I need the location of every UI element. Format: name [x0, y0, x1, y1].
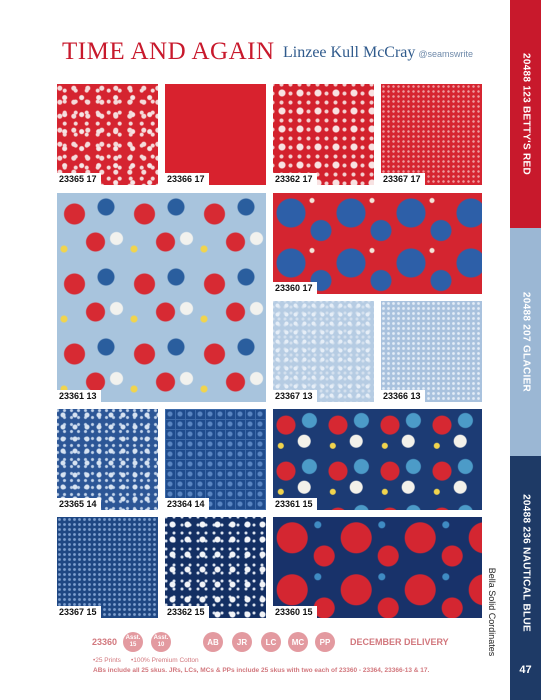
collection-code: 23360	[92, 637, 118, 647]
assortment-badge[interactable]: Asst. 15	[123, 632, 143, 652]
assortment-count: 10	[157, 642, 165, 648]
designer-name: Linzee Kull McCray @seamswrite	[283, 44, 473, 62]
fabric-swatch[interactable]: 23367 15	[57, 517, 158, 618]
fine-print: ABs include all 25 skus. JRs, LCs, MCs &…	[93, 667, 430, 674]
bella-solid-bar-nautical: 20488 236 NAUTICAL BLUE	[510, 456, 541, 700]
designer-label: Linzee Kull McCray	[283, 44, 416, 61]
swatch-code: 23361 13	[57, 390, 101, 402]
precut-pp[interactable]: PP	[315, 632, 335, 652]
bar-label: 20488 236 NAUTICAL BLUE	[520, 494, 531, 633]
fabric-swatch[interactable]: 23361 15	[273, 409, 482, 510]
bella-solid-bar-red: 20488 123 BETTY'S RED	[510, 0, 541, 228]
swatch-code: 23366 13	[381, 390, 425, 402]
swatch-code: 23367 13	[273, 390, 317, 402]
precut-lc[interactable]: LC	[261, 632, 281, 652]
precut-ab[interactable]: AB	[203, 632, 223, 652]
note-prints: •25 Prints	[93, 657, 121, 664]
swatch-code: 23367 15	[57, 606, 101, 618]
fabric-swatch[interactable]: 23366 13	[381, 301, 482, 402]
side-note: Bella Solid Cordinates	[487, 567, 497, 657]
swatch-code: 23366 17	[165, 173, 209, 185]
assortment-count: 15	[129, 642, 137, 648]
fabric-swatch[interactable]: 23362 17	[273, 84, 374, 185]
fabric-swatch[interactable]: 23365 14	[57, 409, 158, 510]
fabric-swatch[interactable]: 23365 17	[57, 84, 158, 185]
delivery-date: DECEMBER DELIVERY	[350, 637, 449, 647]
swatch-code: 23360 17	[273, 282, 317, 294]
swatch-code: 23365 14	[57, 498, 101, 510]
swatch-code: 23362 17	[273, 173, 317, 185]
fabric-swatch[interactable]: 23361 13	[57, 193, 266, 402]
bar-label: 20488 207 GLACIER	[520, 291, 531, 393]
precut-jr[interactable]: JR	[232, 632, 252, 652]
swatch-code: 23360 15	[273, 606, 317, 618]
page-number: 47	[519, 664, 532, 676]
social-handle: @seamswrite	[418, 49, 474, 59]
assortment-badge[interactable]: Asst. 10	[151, 632, 171, 652]
swatch-code: 23365 17	[57, 173, 101, 185]
fabric-swatch[interactable]: 23362 15	[165, 517, 266, 618]
fabric-swatch[interactable]: 23360 17	[273, 193, 482, 294]
fabric-swatch[interactable]: 23364 14	[165, 409, 266, 510]
swatch-code: 23362 15	[165, 606, 209, 618]
assortment-label: Asst.	[153, 635, 169, 641]
bella-solid-bar-glacier: 20488 207 GLACIER	[510, 228, 541, 456]
page-title: TIME AND AGAIN	[62, 38, 275, 65]
assortment-label: Asst.	[125, 635, 141, 641]
fabric-swatch[interactable]: 23366 17	[165, 84, 266, 185]
swatch-code: 23364 14	[165, 498, 209, 510]
fabric-swatch[interactable]: 23360 15	[273, 517, 482, 618]
precut-mc[interactable]: MC	[288, 632, 308, 652]
swatch-code: 23367 17	[381, 173, 425, 185]
swatch-code: 23361 15	[273, 498, 317, 510]
fabric-swatch[interactable]: 23367 13	[273, 301, 374, 402]
bar-label: 20488 123 BETTY'S RED	[520, 52, 531, 176]
note-cotton: •100% Premium Cotton	[130, 657, 199, 664]
product-notes: •25 Prints •100% Premium Cotton	[93, 657, 209, 664]
fabric-swatch[interactable]: 23367 17	[381, 84, 482, 185]
